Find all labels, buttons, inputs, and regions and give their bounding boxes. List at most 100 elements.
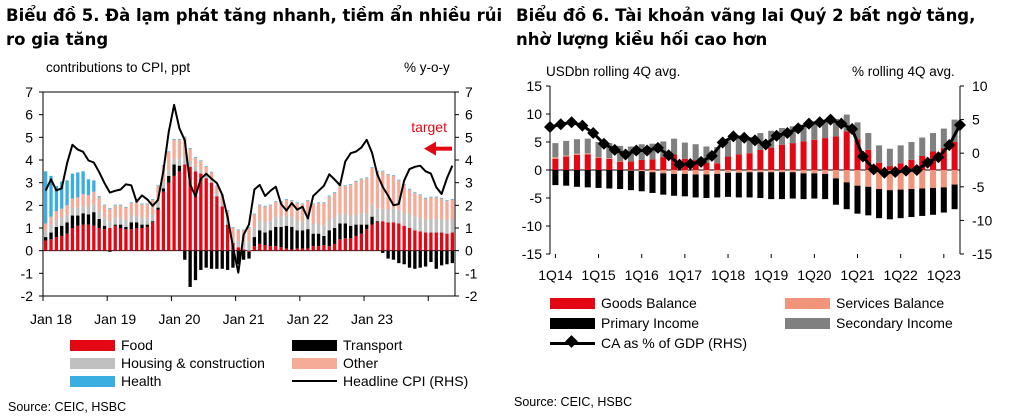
bar-secondary-income — [886, 148, 893, 167]
bar-food — [423, 232, 428, 251]
bar-food — [365, 229, 369, 251]
bar-secondary-income — [854, 122, 861, 140]
x-tick-label: 1Q14 — [538, 267, 572, 283]
legend-swatch — [785, 297, 830, 309]
ca-gdp-point — [554, 118, 567, 131]
y2-tick-label: 0 — [972, 145, 980, 161]
bar-health — [140, 203, 144, 205]
bar-other — [129, 203, 133, 216]
bar-goods-balance — [746, 153, 753, 170]
bar-housing-construction — [402, 212, 406, 226]
bar-primary-income — [681, 173, 688, 197]
bar-secondary-income — [606, 143, 613, 159]
bar-food — [375, 222, 380, 251]
bar-health — [199, 160, 203, 162]
bar-services-balance — [908, 170, 915, 190]
bar-food — [97, 228, 101, 251]
bar-health — [54, 186, 59, 211]
bar-housing-construction — [97, 211, 101, 219]
bar-transport — [151, 221, 155, 223]
bar-transport — [65, 222, 69, 234]
y2-tick-label: -1 — [465, 265, 478, 281]
headline-cpi-line — [44, 103, 454, 274]
bar-goods-balance — [854, 139, 861, 170]
bar-housing-construction — [215, 194, 219, 197]
bar-food — [268, 246, 273, 251]
bar-food — [151, 222, 155, 251]
legend-item-food: Food — [70, 337, 153, 353]
bar-health — [322, 202, 326, 204]
bar-transport — [81, 213, 85, 225]
bar-secondary-income — [649, 143, 656, 160]
bar-services-balance — [789, 170, 796, 173]
source-note: Source: CEIC, HSBC — [8, 400, 127, 414]
bar-other — [124, 207, 128, 221]
y-tick-label: 6 — [25, 107, 33, 123]
ca-gdp-point — [716, 136, 729, 149]
bar-other — [92, 191, 96, 205]
bar-services-balance — [552, 157, 559, 159]
bar-other — [311, 204, 315, 224]
bar-transport — [397, 250, 401, 264]
bar-health — [359, 178, 364, 180]
bar-food — [92, 225, 96, 251]
legend-swatch — [785, 317, 830, 329]
bar-housing-construction — [76, 207, 80, 216]
bar-transport — [306, 229, 310, 249]
bar-food — [54, 237, 59, 251]
bar-other — [279, 201, 283, 217]
x-tick-label: 1Q17 — [668, 267, 702, 283]
bar-health — [177, 138, 182, 140]
bar-primary-income — [606, 170, 613, 189]
bar-other — [349, 184, 353, 216]
legend-label: Headline CPI (RHS) — [343, 373, 469, 389]
bar-food — [397, 223, 401, 251]
bar-transport — [199, 250, 203, 270]
bar-services-balance — [692, 170, 699, 175]
ca-gdp-point — [878, 166, 891, 179]
y-tick-label: 0 — [25, 243, 33, 259]
bar-food — [60, 235, 64, 251]
bar-primary-income — [563, 170, 570, 186]
bar-health — [124, 206, 128, 208]
bar-transport — [134, 222, 139, 228]
bar-health — [306, 200, 310, 201]
bar-other — [418, 195, 422, 218]
bar-health — [113, 204, 117, 206]
y2-tick-label: -2 — [465, 288, 478, 304]
x-tick-label: 1Q15 — [581, 267, 615, 283]
bar-other — [70, 198, 75, 208]
bar-transport — [300, 230, 305, 249]
bar-food — [354, 235, 358, 251]
bar-housing-construction — [151, 214, 155, 222]
bar-health — [258, 204, 262, 206]
bar-primary-income — [940, 187, 947, 213]
bar-transport — [429, 250, 433, 262]
bar-goods-balance — [735, 154, 742, 170]
bar-other — [322, 203, 326, 226]
bar-other — [151, 199, 155, 215]
x-tick-label: 1Q16 — [625, 267, 659, 283]
bar-primary-income — [843, 182, 850, 210]
bar-transport — [92, 212, 96, 226]
bar-primary-income — [660, 173, 667, 195]
plot-area — [42, 91, 456, 297]
bar-primary-income — [930, 187, 937, 215]
bar-primary-income — [854, 185, 861, 214]
bar-housing-construction — [86, 206, 91, 215]
bar-other — [113, 205, 117, 218]
bar-goods-balance — [573, 154, 580, 170]
bar-health — [81, 171, 85, 194]
bar-goods-balance — [649, 159, 656, 170]
bar-health — [167, 151, 171, 153]
bar-secondary-income — [789, 126, 796, 144]
bar-secondary-income — [908, 142, 915, 160]
bar-housing-construction — [49, 224, 53, 233]
bar-housing-construction — [354, 214, 358, 225]
y-tick-label: 5 — [25, 129, 33, 145]
legend-label: Other — [343, 355, 379, 371]
y2-tick-label: -15 — [972, 246, 992, 262]
bar-other — [118, 205, 123, 218]
bar-secondary-income — [703, 146, 710, 163]
bar-primary-income — [725, 172, 732, 197]
